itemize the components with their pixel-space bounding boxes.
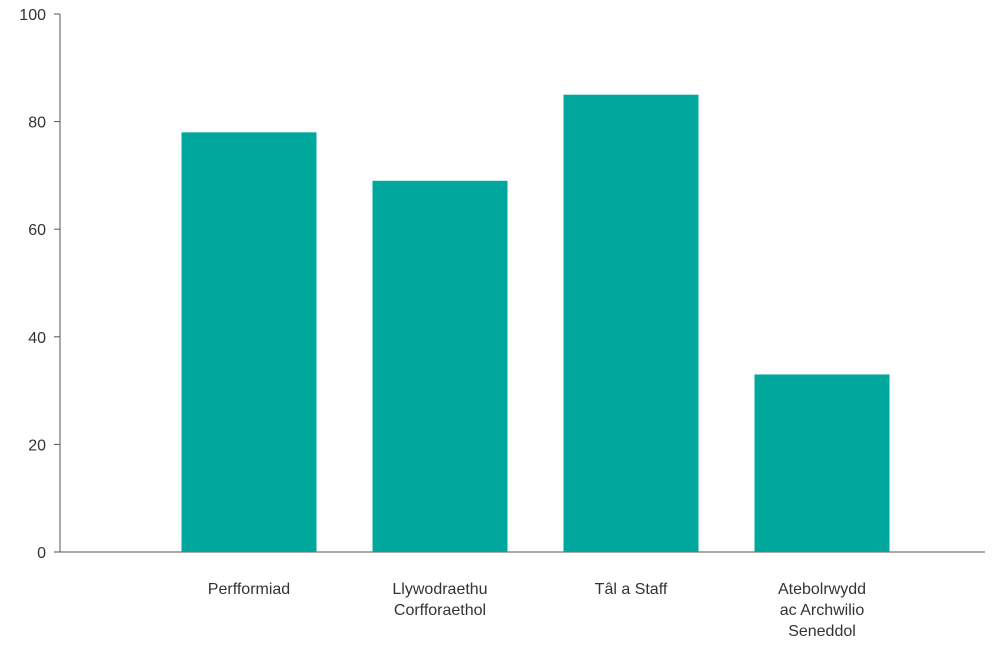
bars	[181, 94, 890, 553]
y-tick-label: 60	[28, 222, 46, 239]
x-category-label-line: Atebolrwydd	[778, 581, 866, 598]
y-tick-labels: 0 20 40 60 80 100	[19, 7, 46, 562]
y-tick-label: 100	[19, 7, 46, 24]
x-category-label-line: Tâl a Staff	[595, 581, 668, 598]
x-category-label: Perfformiad	[208, 581, 290, 598]
x-category-label-line: Seneddol	[788, 623, 856, 640]
x-category-label-line: Llywodraethu	[392, 581, 487, 598]
x-category-label: Atebolrwydd ac Archwilio Seneddol	[778, 581, 866, 640]
bar	[563, 94, 699, 552]
bar	[372, 180, 508, 552]
y-tick-label: 40	[28, 330, 46, 347]
x-category-label-line: Perfformiad	[208, 581, 290, 598]
bar	[754, 374, 890, 552]
x-category-label-line: Corfforaethol	[394, 602, 486, 619]
y-tick-label: 20	[28, 437, 46, 454]
x-category-label-line: ac Archwilio	[780, 602, 865, 619]
x-category-label: Llywodraethu Corfforaethol	[392, 581, 487, 619]
y-tick-label: 0	[37, 545, 46, 562]
x-category-label: Tâl a Staff	[595, 581, 668, 598]
x-category-labels: Perfformiad Llywodraethu Corfforaethol Tâl …	[208, 581, 866, 640]
bar	[181, 132, 317, 553]
y-tick-label: 80	[28, 115, 46, 132]
